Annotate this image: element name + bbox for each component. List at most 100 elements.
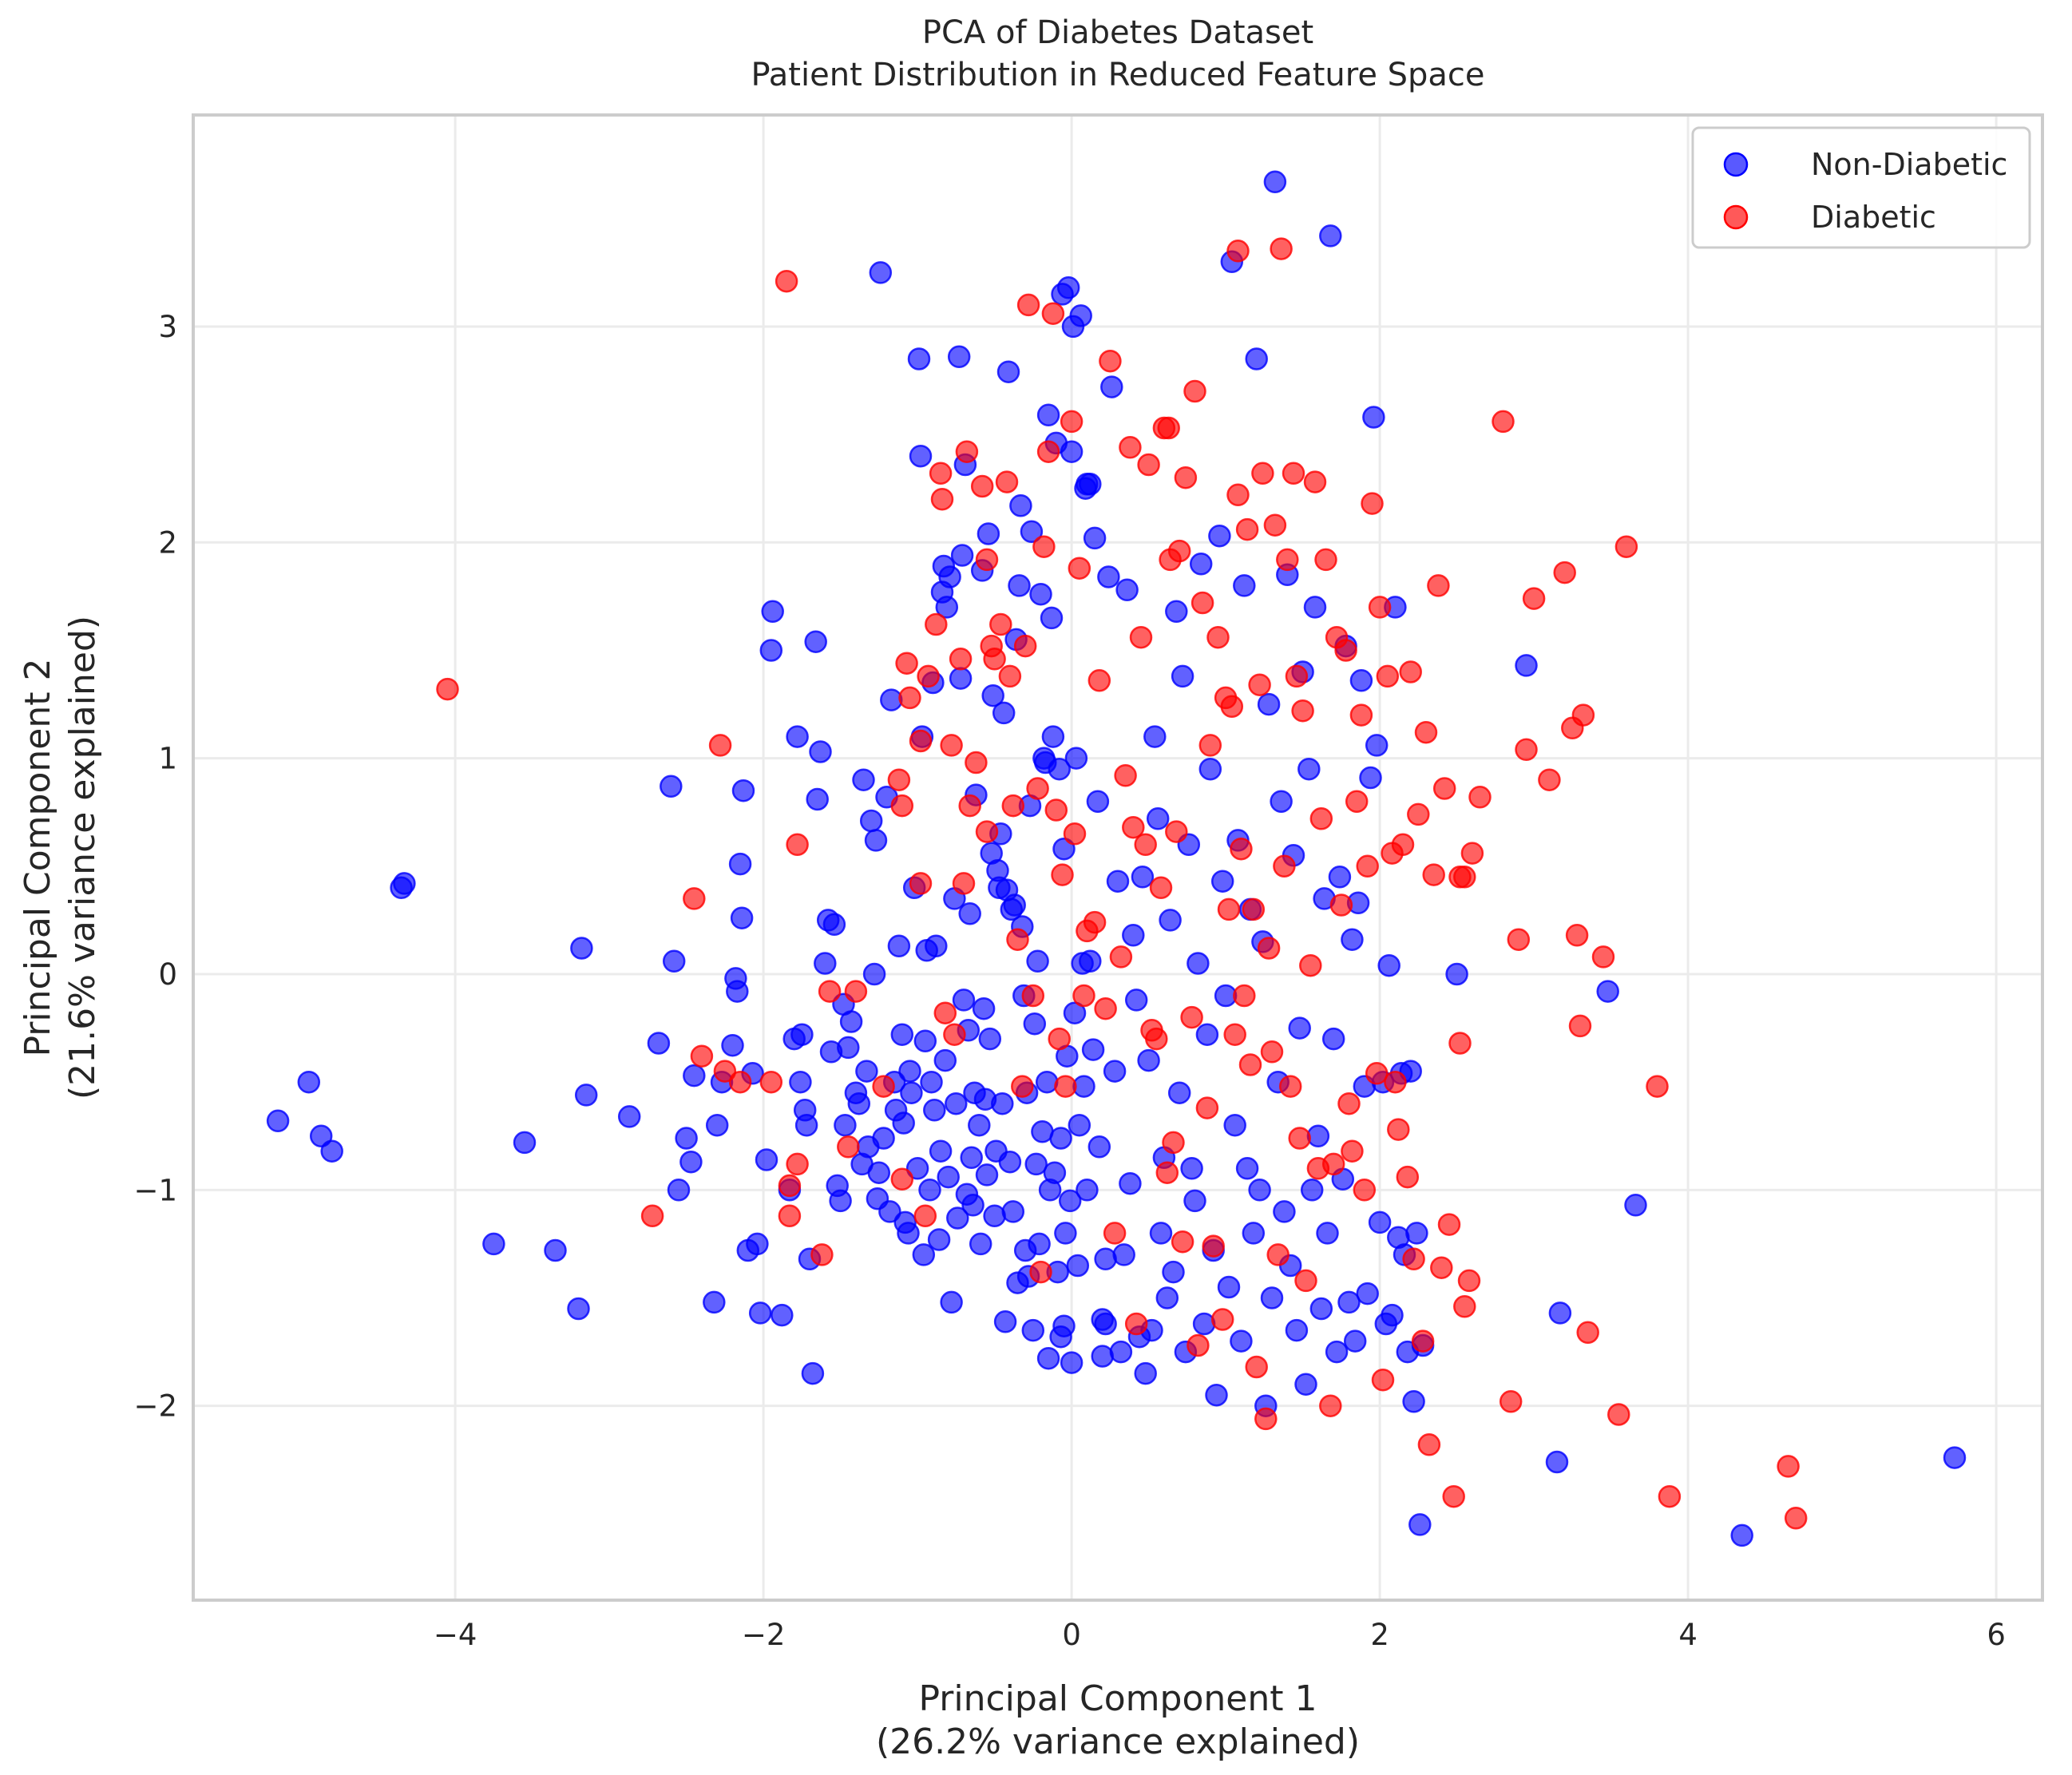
point-diabetic [975,820,999,843]
point-diabetic [929,462,953,485]
point-non-diabetic [923,1099,946,1122]
point-non-diabetic [1068,1113,1091,1137]
point-non-diabetic [1041,725,1065,748]
point-diabetic [759,1070,783,1094]
point-non-diabetic [1076,1179,1099,1202]
point-diabetic [890,1167,914,1191]
chart-subtitle: Patient Distribution in Reduced Feature … [751,57,1484,93]
point-diabetic [1353,1179,1377,1202]
point-diabetic [775,269,798,293]
point-non-diabetic [1048,757,1071,781]
point-diabetic [909,872,933,895]
point-diabetic [970,474,994,498]
point-diabetic [1044,798,1068,822]
point-non-diabetic [1235,1157,1259,1180]
point-non-diabetic [1035,1070,1059,1094]
point-non-diabetic [703,1290,726,1314]
point-non-diabetic [847,1092,871,1115]
point-non-diabetic [786,725,809,748]
grid-lines [193,115,2042,1600]
point-diabetic [1457,1269,1481,1293]
point-diabetic [1282,462,1305,485]
point-diabetic [1515,738,1538,762]
point-diabetic [1051,863,1074,886]
point-diabetic [917,664,940,688]
y-axis-label-sub: (21.6% variance explained) [62,616,103,1099]
point-non-diabetic [1405,1222,1428,1245]
x-tick-label: −2 [742,1618,786,1652]
point-non-diabetic [918,1179,941,1202]
point-non-diabetic [968,1113,991,1137]
point-non-diabetic [1242,1222,1266,1245]
point-non-diabetic [993,1310,1017,1333]
point-non-diabetic [1043,1161,1067,1184]
point-diabetic [898,686,921,710]
point-diabetic [1460,842,1484,865]
point-non-diabetic [1064,747,1088,770]
point-non-diabetic [1365,734,1389,757]
point-non-diabetic [977,522,1000,545]
point-non-diabetic [1106,870,1130,893]
point-non-diabetic [790,1023,814,1046]
point-diabetic [1448,1032,1472,1055]
point-non-diabetic [1217,1275,1241,1299]
point-non-diabetic [1103,1060,1127,1083]
x-tick-label: 0 [1062,1618,1081,1652]
point-diabetic [1094,996,1117,1020]
point-diabetic [989,612,1012,636]
point-non-diabetic [721,1033,744,1057]
point-non-diabetic [940,1290,963,1314]
point-non-diabetic [1233,574,1256,597]
point-diabetic [1273,854,1296,878]
point-diabetic [810,1243,834,1266]
point-non-diabetic [1026,949,1049,973]
point-non-diabetic [1515,654,1538,677]
point-non-diabetic [892,1111,915,1135]
point-diabetic [1399,660,1422,683]
point-diabetic [1171,1230,1194,1254]
point-non-diabetic [1596,980,1619,1003]
point-diabetic [1083,910,1107,934]
point-non-diabetic [804,630,827,653]
point-non-diabetic [1408,1513,1432,1536]
point-diabetic [1210,1308,1234,1331]
point-non-diabetic [1083,526,1107,550]
point-diabetic [1430,1256,1453,1279]
point-diabetic [1029,1260,1052,1284]
point-diabetic [887,768,911,791]
point-diabetic [1576,1321,1599,1345]
tick-labels: −4 −2 0 2 4 6 −2 −1 0 1 2 3 [133,310,2005,1652]
point-diabetic [1068,557,1091,580]
point-non-diabetic [933,1048,957,1072]
point-diabetic [778,1204,802,1228]
x-tick-label: 2 [1370,1618,1389,1652]
point-diabetic [1314,548,1337,572]
point-non-diabetic [660,775,683,798]
point-non-diabetic [794,1113,818,1137]
data-points [266,170,1967,1547]
point-non-diabetic [1368,1210,1392,1234]
point-non-diabetic [746,1232,769,1256]
point-non-diabetic [809,740,832,763]
point-non-diabetic [975,1163,999,1187]
point-non-diabetic [320,1139,343,1163]
point-non-diabetic [900,1081,923,1104]
point-non-diabetic [983,1204,1006,1228]
point-non-diabetic [1377,953,1400,977]
point-non-diabetic [1094,1247,1117,1271]
point-non-diabetic [1210,870,1234,893]
point-diabetic [975,548,999,572]
point-non-diabetic [839,1010,863,1033]
y-tick-label: 0 [158,957,177,992]
point-diabetic [818,980,842,1003]
point-diabetic [1411,1329,1435,1353]
point-diabetic [1361,492,1384,515]
point-non-diabetic [935,596,959,619]
point-non-diabetic [1131,866,1155,889]
point-non-diabetic [1060,1351,1084,1374]
legend: Non-Diabetic Diabetic [1691,126,2031,249]
point-non-diabetic [731,779,755,802]
point-non-diabetic [1192,1312,1216,1336]
point-non-diabetic [1049,1127,1072,1150]
point-non-diabetic [872,1127,895,1150]
